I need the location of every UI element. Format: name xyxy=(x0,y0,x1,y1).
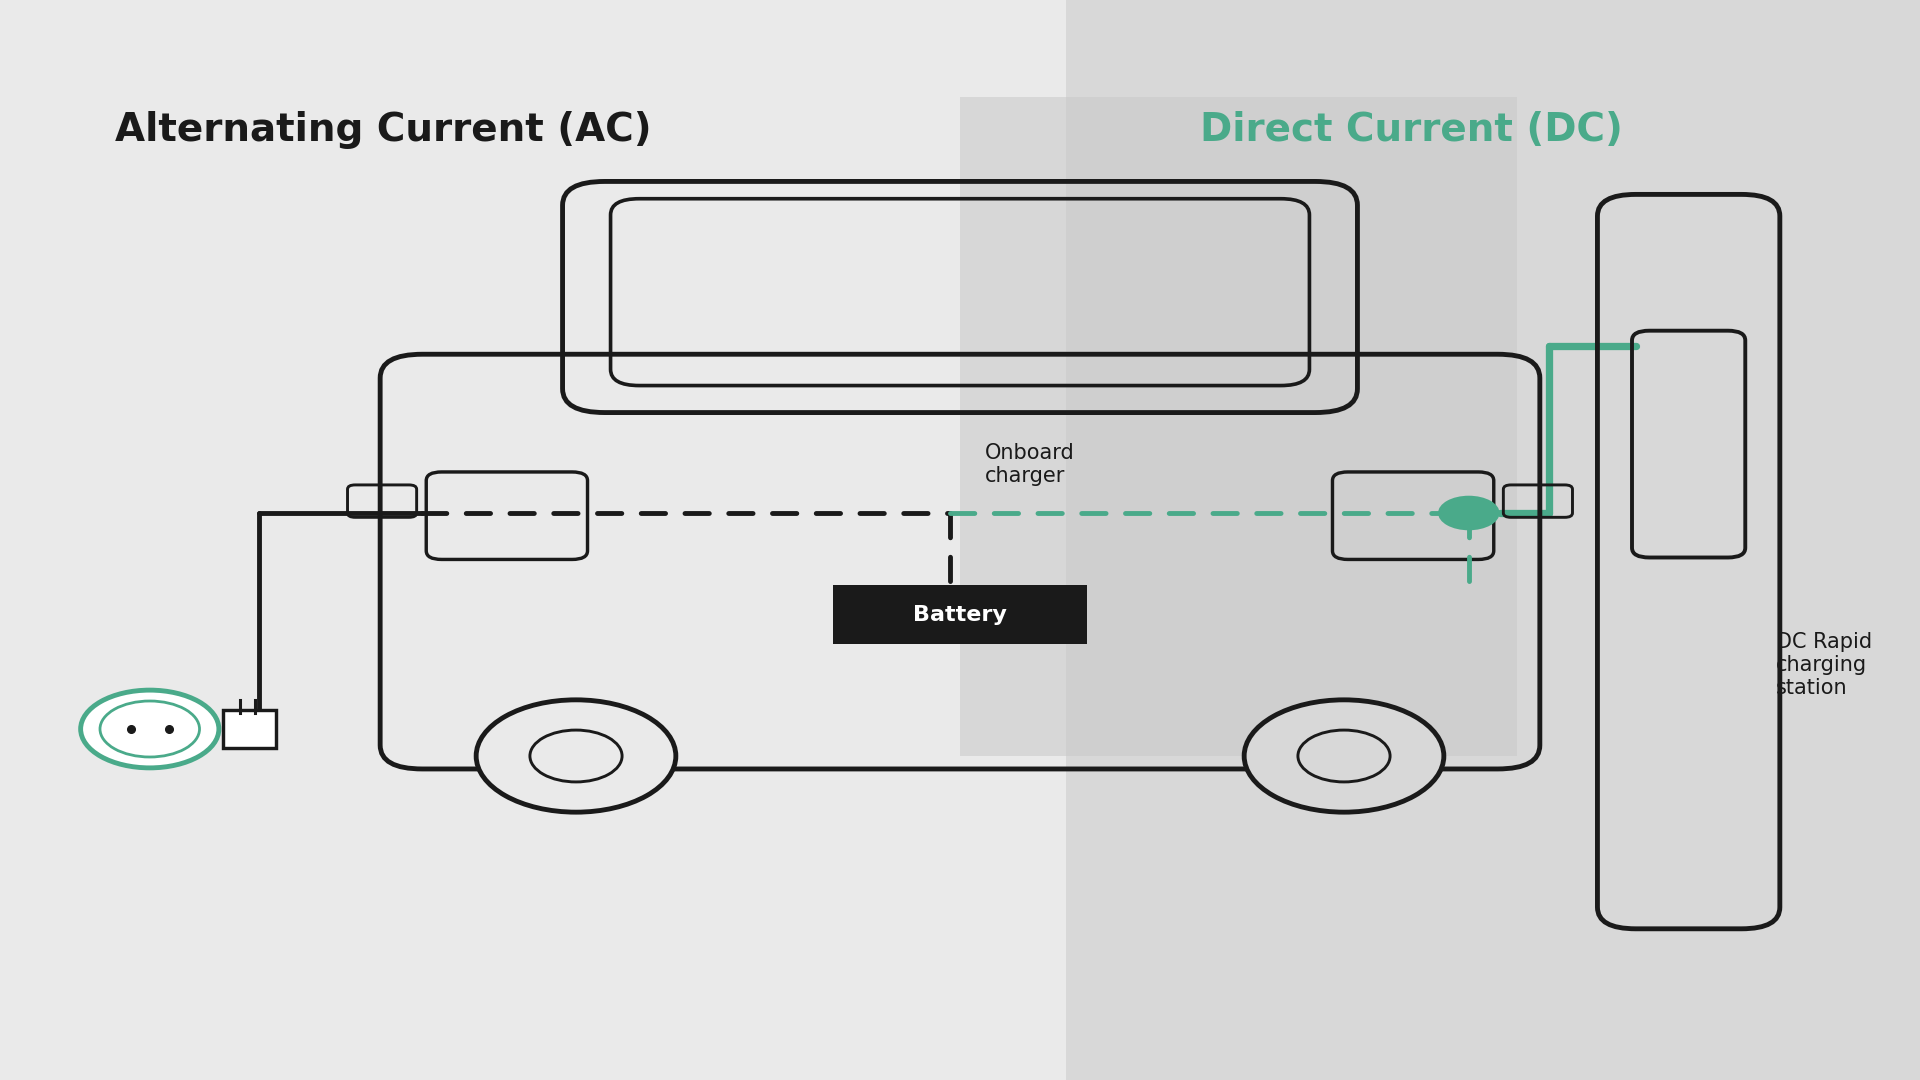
Circle shape xyxy=(476,700,676,812)
Bar xyxy=(960,97,1517,756)
Text: Direct Current (DC): Direct Current (DC) xyxy=(1200,110,1622,149)
Text: DC Rapid
charging
station: DC Rapid charging station xyxy=(1776,632,1872,699)
Text: Alternating Current (AC): Alternating Current (AC) xyxy=(115,110,651,149)
Circle shape xyxy=(1244,700,1444,812)
Circle shape xyxy=(100,701,200,757)
Bar xyxy=(1066,0,1920,1080)
Bar xyxy=(0,0,1066,1080)
Circle shape xyxy=(1438,496,1500,530)
Text: Battery: Battery xyxy=(914,605,1006,624)
Text: Onboard
charger: Onboard charger xyxy=(985,443,1075,486)
FancyBboxPatch shape xyxy=(833,585,1087,644)
FancyBboxPatch shape xyxy=(223,710,276,748)
Circle shape xyxy=(81,690,219,768)
